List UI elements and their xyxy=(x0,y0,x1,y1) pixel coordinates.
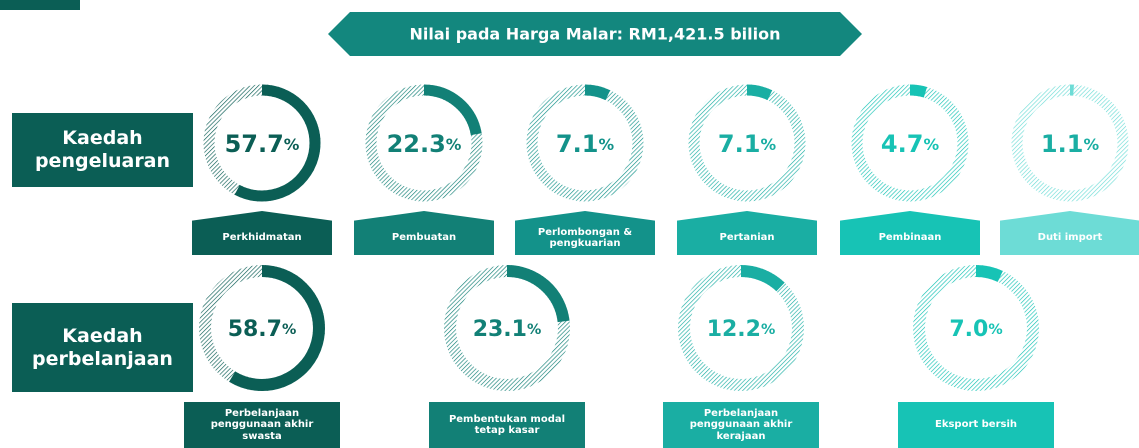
donut-arc xyxy=(1011,84,1129,202)
donut-arc xyxy=(913,265,1039,391)
category-label: Pembentukan modal tetap kasar xyxy=(429,402,585,448)
percent-unit: % xyxy=(446,136,462,154)
percent-value: 57.7 xyxy=(225,130,284,158)
category-label: Perbelanjaan penggunaan akhir swasta xyxy=(184,402,340,448)
percent-unit: % xyxy=(284,136,300,154)
percent-unit: % xyxy=(988,322,1002,338)
banner-title: Nilai pada Harga Malar: RM1,421.5 bilion xyxy=(410,25,781,44)
row-label: Kaedah perbelanjaan xyxy=(12,303,193,392)
percent-value: 58.7 xyxy=(228,317,282,342)
percent-unit: % xyxy=(760,136,776,154)
percent-label: 22.3% xyxy=(387,130,462,158)
percent-label: 1.1% xyxy=(1041,130,1100,158)
category-label: Pembinaan xyxy=(840,211,980,255)
category-label: Eksport bersih xyxy=(898,402,1054,448)
percent-label: 7.1% xyxy=(718,130,777,158)
percent-unit: % xyxy=(1083,136,1099,154)
donut-arc xyxy=(678,265,804,391)
donut-arc xyxy=(851,84,969,202)
category-label: Perlombongan & pengkuarian xyxy=(515,211,655,255)
percent-value: 4.7 xyxy=(881,130,924,158)
percent-value: 22.3 xyxy=(387,130,446,158)
percent-label: 23.1% xyxy=(473,317,542,342)
percent-label: 12.2% xyxy=(707,317,776,342)
percent-unit: % xyxy=(282,322,296,338)
percent-label: 7.0% xyxy=(949,317,1002,342)
donut-arc xyxy=(444,265,570,391)
category-label: Duti import xyxy=(1000,211,1139,255)
percent-label: 4.7% xyxy=(881,130,940,158)
percent-label: 57.7% xyxy=(225,130,300,158)
percent-value: 12.2 xyxy=(707,317,761,342)
category-label: Perkhidmatan xyxy=(192,211,332,255)
banner xyxy=(328,12,862,56)
percent-value: 7.0 xyxy=(949,317,988,342)
percent-unit: % xyxy=(527,322,541,338)
donut-arc xyxy=(526,84,644,202)
donut-arc xyxy=(199,265,325,391)
row-label: Kaedah pengeluaran xyxy=(12,113,193,187)
percent-value: 7.1 xyxy=(556,130,599,158)
percent-unit: % xyxy=(761,322,775,338)
percent-value: 23.1 xyxy=(473,317,527,342)
percent-label: 58.7% xyxy=(228,317,297,342)
percent-label: 7.1% xyxy=(556,130,615,158)
category-label: Pembuatan xyxy=(354,211,494,255)
category-label: Perbelanjaan penggunaan akhir kerajaan xyxy=(663,402,819,448)
percent-unit: % xyxy=(923,136,939,154)
donut-arc xyxy=(365,84,483,202)
percent-value: 1.1 xyxy=(1041,130,1084,158)
percent-value: 7.1 xyxy=(718,130,761,158)
corner-bar xyxy=(0,0,80,10)
percent-unit: % xyxy=(598,136,614,154)
donut-arc xyxy=(688,84,806,202)
donut-arc xyxy=(203,84,321,202)
category-label: Pertanian xyxy=(677,211,817,255)
